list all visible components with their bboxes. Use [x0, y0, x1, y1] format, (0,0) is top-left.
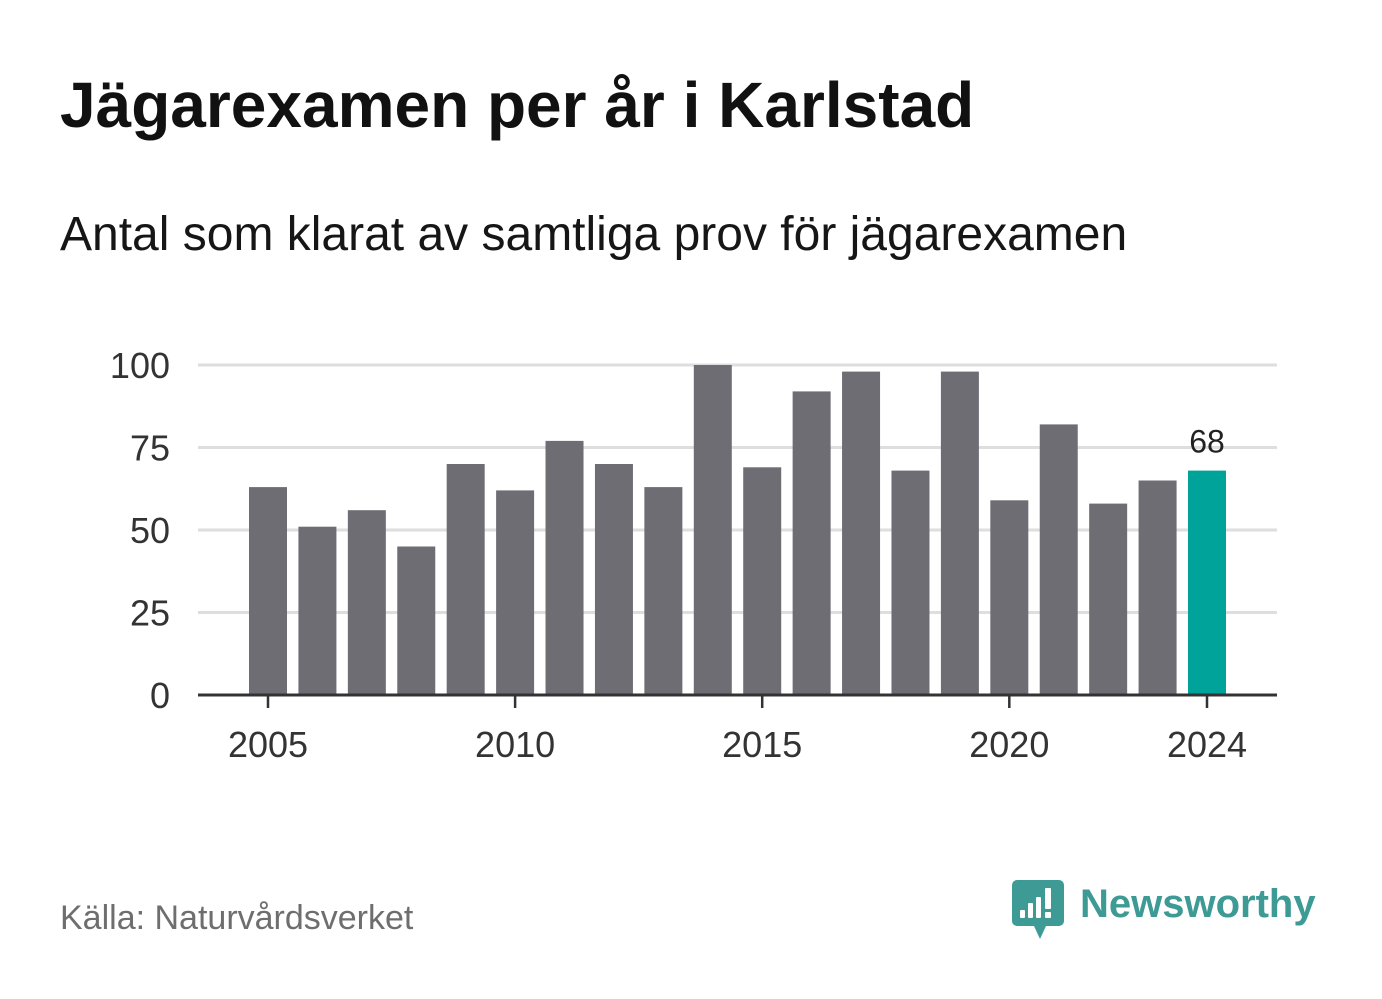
bar-2016: [792, 391, 831, 695]
y-tick-label: 50: [130, 510, 170, 551]
x-tick-label: 2010: [475, 724, 555, 765]
brand-name: Newsworthy: [1080, 882, 1316, 926]
x-tick-label: 2015: [722, 724, 802, 765]
source-note: Källa: Naturvårdsverket: [60, 899, 414, 937]
bar-2007: [347, 510, 386, 695]
bar-chart: 100 75 50 25 0 2005 2010 2015 2020 2024 68: [110, 345, 1277, 765]
bar-2019: [940, 371, 979, 695]
y-tick-label: 100: [110, 345, 170, 386]
data-label: 68: [1189, 424, 1225, 460]
chart-subtitle: Antal som klarat av samtliga prov för jä…: [60, 208, 1128, 261]
bar-2014: [693, 365, 732, 695]
bar-2010: [496, 490, 535, 695]
bar-2011: [545, 440, 584, 695]
x-tick-label: 2020: [969, 724, 1049, 765]
y-tick-label: 75: [130, 428, 170, 469]
bar-2008: [397, 546, 436, 695]
bar-2005: [249, 487, 287, 695]
bar-2012: [594, 464, 633, 695]
y-tick-label: 0: [150, 675, 170, 716]
bar-2006: [298, 526, 337, 695]
bar-2021: [1039, 424, 1078, 695]
bar-2015: [743, 467, 782, 695]
newsworthy-logo-icon: [1012, 880, 1064, 939]
bar-2009: [446, 464, 485, 695]
bar-2024: [1188, 470, 1226, 695]
bar-2022: [1089, 503, 1128, 695]
chart-title: Jägarexamen per år i Karlstad: [60, 69, 975, 141]
bar-2023: [1138, 480, 1177, 695]
x-tick-label: 2005: [228, 724, 308, 765]
x-tick-label: 2024: [1167, 724, 1247, 765]
bar-2020: [990, 500, 1029, 695]
bar-2018: [891, 470, 930, 695]
bar-2017: [842, 371, 881, 695]
bar-2013: [644, 487, 683, 695]
y-tick-label: 25: [130, 593, 170, 634]
